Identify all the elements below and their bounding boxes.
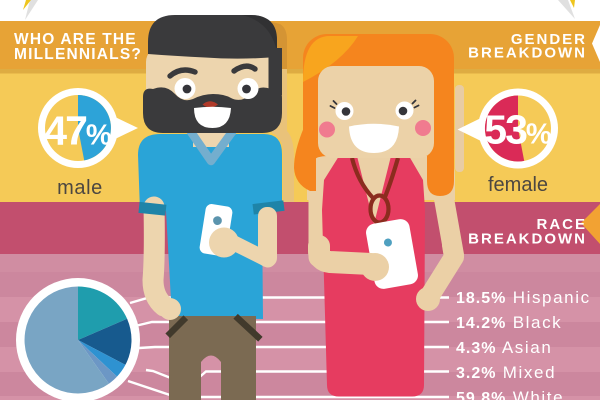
svg-text:3.2% Mixed: 3.2% Mixed: [456, 363, 556, 382]
svg-text:53%: 53%: [484, 107, 552, 153]
svg-text:WHO ARE THE: WHO ARE THE: [14, 31, 137, 48]
svg-text:BREAKDOWN: BREAKDOWN: [468, 45, 587, 62]
svg-text:BREAKDOWN: BREAKDOWN: [468, 231, 587, 248]
svg-text:female: female: [488, 174, 548, 196]
svg-text:MILLENNIALS?: MILLENNIALS?: [14, 46, 142, 63]
svg-text:male: male: [57, 177, 103, 199]
svg-text:GENDER: GENDER: [511, 31, 587, 48]
svg-text:47%: 47%: [44, 108, 112, 154]
svg-text:59.8% White: 59.8% White: [456, 388, 564, 400]
svg-text:14.2% Black: 14.2% Black: [456, 313, 562, 332]
svg-text:RACE: RACE: [536, 216, 587, 233]
svg-text:18.5% Hispanic: 18.5% Hispanic: [456, 288, 591, 307]
svg-text:4.3% Asian: 4.3% Asian: [456, 338, 552, 357]
